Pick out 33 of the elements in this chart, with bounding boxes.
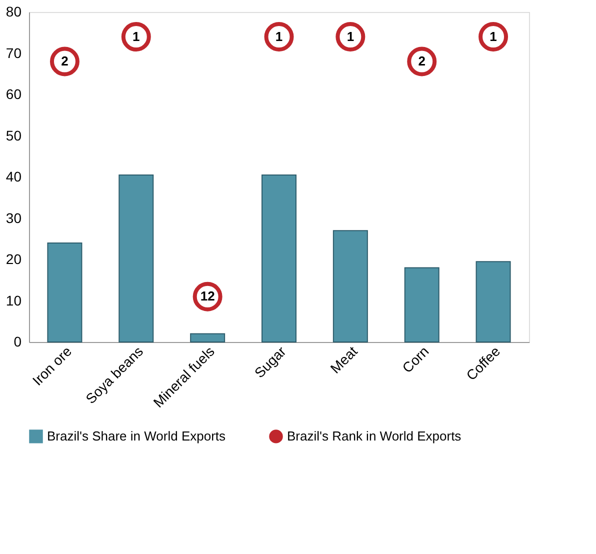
bar [404,267,440,342]
annotation: 2 [418,54,426,68]
y-tick-label: 40 [6,168,22,184]
annotation: 2 [61,54,68,68]
point [478,22,508,52]
bar [332,230,368,342]
annotation: 1 [275,28,283,44]
legend-label: Brazil's Share in World Exports [47,428,226,444]
bar [476,261,511,342]
bar [262,174,296,342]
annotation: 1 [346,28,354,44]
y-tick-label: 20 [6,251,22,267]
legend-label: Brazil's Rank in World Exports [287,428,462,444]
bar [47,242,82,342]
point [336,22,366,52]
y-tick-label: 0 [14,334,22,350]
annotation: 1 [132,28,140,44]
y-tick-label: 60 [6,86,22,102]
x-tick-label: Corn [398,343,432,376]
y-tick-label: 10 [6,292,22,308]
point [121,22,151,52]
point [50,46,80,76]
y-tick-label: 70 [6,44,22,61]
x-tick-label: Iron ore [29,342,75,389]
annotation: 12 [200,288,215,304]
annotation: 1 [490,28,497,44]
point [407,46,437,76]
bar [118,174,154,342]
y-tick-label: 30 [6,210,22,226]
point [264,22,294,52]
y-tick-label: 50 [6,127,22,144]
bar [190,333,226,342]
y-tick-label: 80 [6,4,22,20]
